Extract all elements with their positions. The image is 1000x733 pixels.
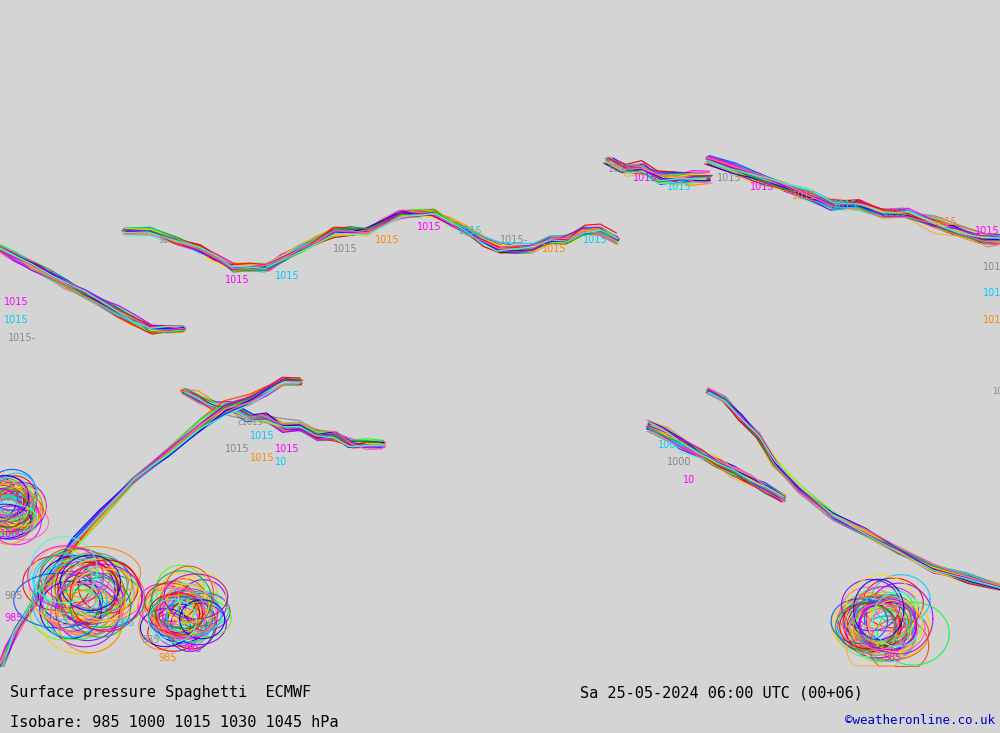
Text: 1015: 1015 bbox=[275, 444, 300, 454]
Text: 1015: 1015 bbox=[883, 208, 908, 218]
Text: 985: 985 bbox=[50, 608, 68, 619]
Text: 1015: 1015 bbox=[983, 289, 1000, 298]
Text: Sa 25-05-2024 06:00 UTC (00+06): Sa 25-05-2024 06:00 UTC (00+06) bbox=[580, 685, 863, 700]
Text: 985: 985 bbox=[117, 618, 135, 627]
Text: 1015: 1015 bbox=[225, 444, 250, 454]
Text: 1015: 1015 bbox=[250, 431, 275, 441]
Text: 1015: 1015 bbox=[417, 222, 441, 232]
Text: 1015: 1015 bbox=[792, 191, 816, 201]
Text: ©weatheronline.co.uk: ©weatheronline.co.uk bbox=[845, 714, 995, 727]
Text: 1015: 1015 bbox=[933, 218, 958, 227]
Text: 1015-: 1015- bbox=[8, 333, 36, 343]
Text: 1015: 1015 bbox=[608, 164, 633, 174]
Text: 985: 985 bbox=[4, 613, 23, 623]
Text: 1000: 1000 bbox=[658, 440, 683, 449]
Text: 10: 10 bbox=[275, 457, 287, 468]
Text: 1000: 1000 bbox=[0, 493, 24, 503]
Text: 1015: 1015 bbox=[633, 173, 658, 183]
Text: 1015: 1015 bbox=[667, 182, 691, 192]
Text: 1015: 1015 bbox=[975, 226, 1000, 236]
Text: 1015: 1015 bbox=[583, 235, 608, 245]
Text: 1000: 1000 bbox=[0, 511, 24, 521]
Text: 1015: 1015 bbox=[983, 262, 1000, 272]
Text: 985: 985 bbox=[4, 591, 23, 601]
Text: 1015: 1015 bbox=[983, 315, 1000, 325]
Text: 10: 10 bbox=[992, 387, 1000, 396]
Text: 10: 10 bbox=[683, 475, 696, 485]
Text: Surface pressure Spaghetti  ECMWF: Surface pressure Spaghetti ECMWF bbox=[10, 685, 311, 700]
Text: 1015: 1015 bbox=[375, 235, 400, 245]
Text: 10: 10 bbox=[158, 235, 169, 245]
Text: Isobare: 985 1000 1015 1030 1045 hPa: Isobare: 985 1000 1015 1030 1045 hPa bbox=[10, 715, 338, 729]
Text: 1015: 1015 bbox=[833, 199, 858, 210]
Text: 985: 985 bbox=[142, 636, 160, 645]
Text: 1015: 1015 bbox=[333, 244, 358, 254]
Text: 1015: 1015 bbox=[717, 173, 741, 183]
Text: 985: 985 bbox=[858, 636, 877, 645]
Text: 1015: 1015 bbox=[275, 270, 300, 281]
Text: 985: 985 bbox=[183, 644, 202, 655]
Text: 985: 985 bbox=[883, 653, 902, 663]
Text: 1015: 1015 bbox=[542, 244, 566, 254]
Text: 1015: 1015 bbox=[250, 453, 275, 463]
Text: 1015: 1015 bbox=[225, 275, 250, 285]
Text: 1000: 1000 bbox=[0, 528, 24, 539]
Text: 1015: 1015 bbox=[4, 298, 29, 307]
Text: 1000: 1000 bbox=[667, 457, 691, 468]
Text: 985: 985 bbox=[158, 653, 177, 663]
Text: 1015: 1015 bbox=[458, 226, 483, 236]
Text: c1015: c1015 bbox=[238, 418, 263, 427]
Text: 1015: 1015 bbox=[4, 315, 29, 325]
Text: 1015: 1015 bbox=[750, 182, 775, 192]
Text: 1015-: 1015- bbox=[500, 235, 528, 245]
